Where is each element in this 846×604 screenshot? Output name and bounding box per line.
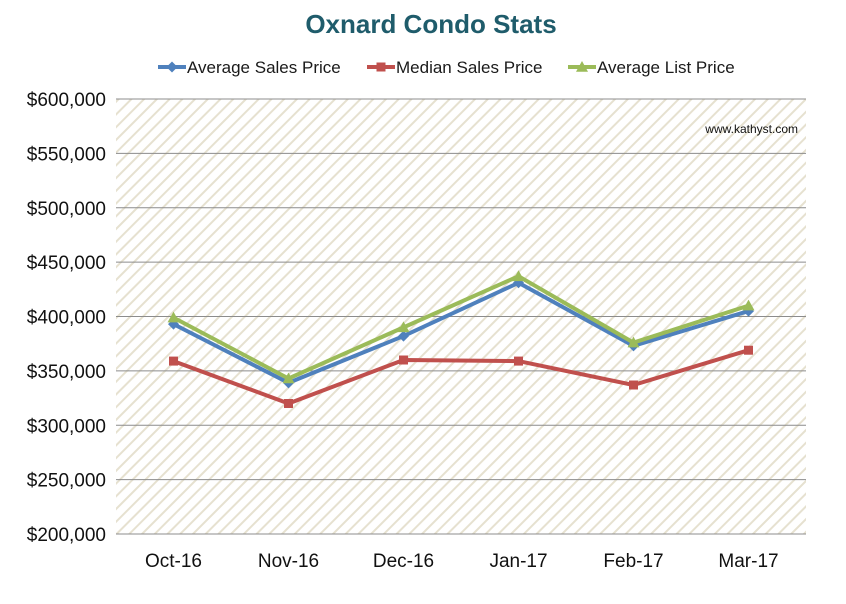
legend-item-average-list-price: Average List Price (568, 58, 735, 77)
data-point-average-list-price (282, 372, 295, 384)
y-tick-label: $600,000 (27, 90, 106, 111)
y-tick-label: $450,000 (27, 253, 106, 274)
y-tick-label: $250,000 (27, 471, 106, 492)
data-point-average-list-price (627, 336, 640, 348)
data-point-median-sales-price (399, 355, 408, 365)
legend-swatch-marker (166, 61, 178, 73)
x-axis: Oct-16 Nov-16 Dec-16 Jan-17 Feb-17 Mar-17 (145, 551, 779, 572)
series-line-average-sales-price (171, 280, 751, 385)
gridlines (116, 98, 806, 535)
series-line-average-list-price (171, 274, 751, 381)
y-tick-label: $350,000 (27, 362, 106, 383)
data-point-average-list-price (512, 270, 525, 282)
y-axis: $600,000 $550,000 $500,000 $450,000 $400,000… (27, 90, 106, 546)
legend-label: Average List Price (597, 58, 735, 77)
data-point-median-sales-price (169, 356, 178, 366)
y-tick-label: $400,000 (27, 308, 106, 329)
x-tick-label: Jan-17 (489, 551, 547, 572)
legend-item-median-sales-price: Median Sales Price (367, 58, 542, 77)
y-tick-label: $200,000 (27, 525, 106, 546)
legend-item-average-sales-price: Average Sales Price (158, 58, 341, 77)
y-tick-label: $500,000 (27, 199, 106, 220)
series-line-median-sales-price (171, 348, 751, 406)
data-point-average-list-price (397, 321, 410, 333)
chart-title: Oxnard Condo Stats (305, 9, 556, 39)
data-point-average-list-price (167, 311, 180, 323)
x-tick-label: Oct-16 (145, 551, 202, 572)
series-group (167, 270, 755, 408)
data-point-average-sales-price (398, 330, 409, 342)
data-point-median-sales-price (744, 345, 753, 355)
legend-label: Average Sales Price (187, 58, 341, 77)
x-tick-label: Feb-17 (603, 551, 663, 572)
x-tick-label: Dec-16 (373, 551, 434, 572)
data-point-median-sales-price (629, 380, 638, 390)
x-tick-label: Mar-17 (718, 551, 778, 572)
series-median-sales-price (169, 345, 753, 408)
y-tick-label: $300,000 (27, 416, 106, 437)
watermark-text: www.kathyst.com (704, 122, 798, 136)
series-average-list-price (167, 270, 755, 384)
legend-swatch-marker (576, 61, 588, 72)
data-point-average-list-price (742, 299, 755, 311)
legend: Average Sales Price Median Sales Price Ave… (158, 58, 735, 77)
y-tick-label: $550,000 (27, 144, 106, 165)
data-point-median-sales-price (284, 399, 293, 408)
data-point-median-sales-price (514, 356, 523, 366)
x-tick-label: Nov-16 (258, 551, 319, 572)
legend-swatch-marker (376, 62, 386, 72)
legend-label: Median Sales Price (396, 58, 542, 77)
